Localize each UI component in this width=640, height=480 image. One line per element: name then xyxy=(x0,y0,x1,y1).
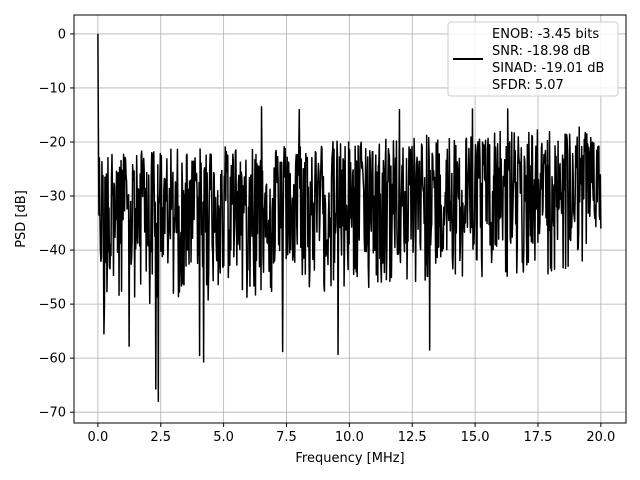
y-tick-label: −60 xyxy=(39,352,66,367)
x-tick-label: 20.0 xyxy=(586,430,615,445)
x-tick-label: 10.0 xyxy=(335,430,364,445)
x-tick-label: 0.0 xyxy=(88,430,109,445)
legend-box xyxy=(447,21,619,97)
x-tick-label: 15.0 xyxy=(461,430,490,445)
legend-sfdr: SFDR: 5.07 xyxy=(492,78,564,93)
y-axis-label: PSD [dB] xyxy=(14,190,29,248)
y-tick-label: −50 xyxy=(39,298,66,313)
legend-sinad: SINAD: -19.01 dB xyxy=(492,61,604,76)
x-tick-label: 17.5 xyxy=(524,430,553,445)
y-tick-label: −10 xyxy=(39,81,66,96)
legend-snr: SNR: -18.98 dB xyxy=(492,44,590,59)
x-axis-label: Frequency [MHz] xyxy=(295,451,404,466)
plot-frame xyxy=(73,14,627,424)
legend-enob: ENOB: -3.45 bits xyxy=(492,27,599,42)
y-tick-label: −70 xyxy=(39,406,66,421)
y-tick-label: 0 xyxy=(58,27,66,42)
data-series xyxy=(97,33,602,403)
x-tick-label: 7.5 xyxy=(276,430,297,445)
psd-series-line xyxy=(97,33,602,403)
x-tick-label: 12.5 xyxy=(398,430,427,445)
y-tick-label: −20 xyxy=(39,135,66,150)
x-tick-label: 5.0 xyxy=(213,430,234,445)
y-tick-label: −30 xyxy=(39,190,66,205)
y-axis-ticks: 0 −10 −20 −30 −40 −50 −60 −70 xyxy=(39,27,74,421)
x-tick-label: 2.5 xyxy=(150,430,171,445)
y-tick-label: −40 xyxy=(39,244,66,259)
x-axis-ticks: 0.0 2.5 5.0 7.5 10.0 12.5 15.0 17.5 20.0 xyxy=(88,423,615,445)
legend: ENOB: -3.45 bits SNR: -18.98 dB SINAD: -… xyxy=(447,21,619,97)
